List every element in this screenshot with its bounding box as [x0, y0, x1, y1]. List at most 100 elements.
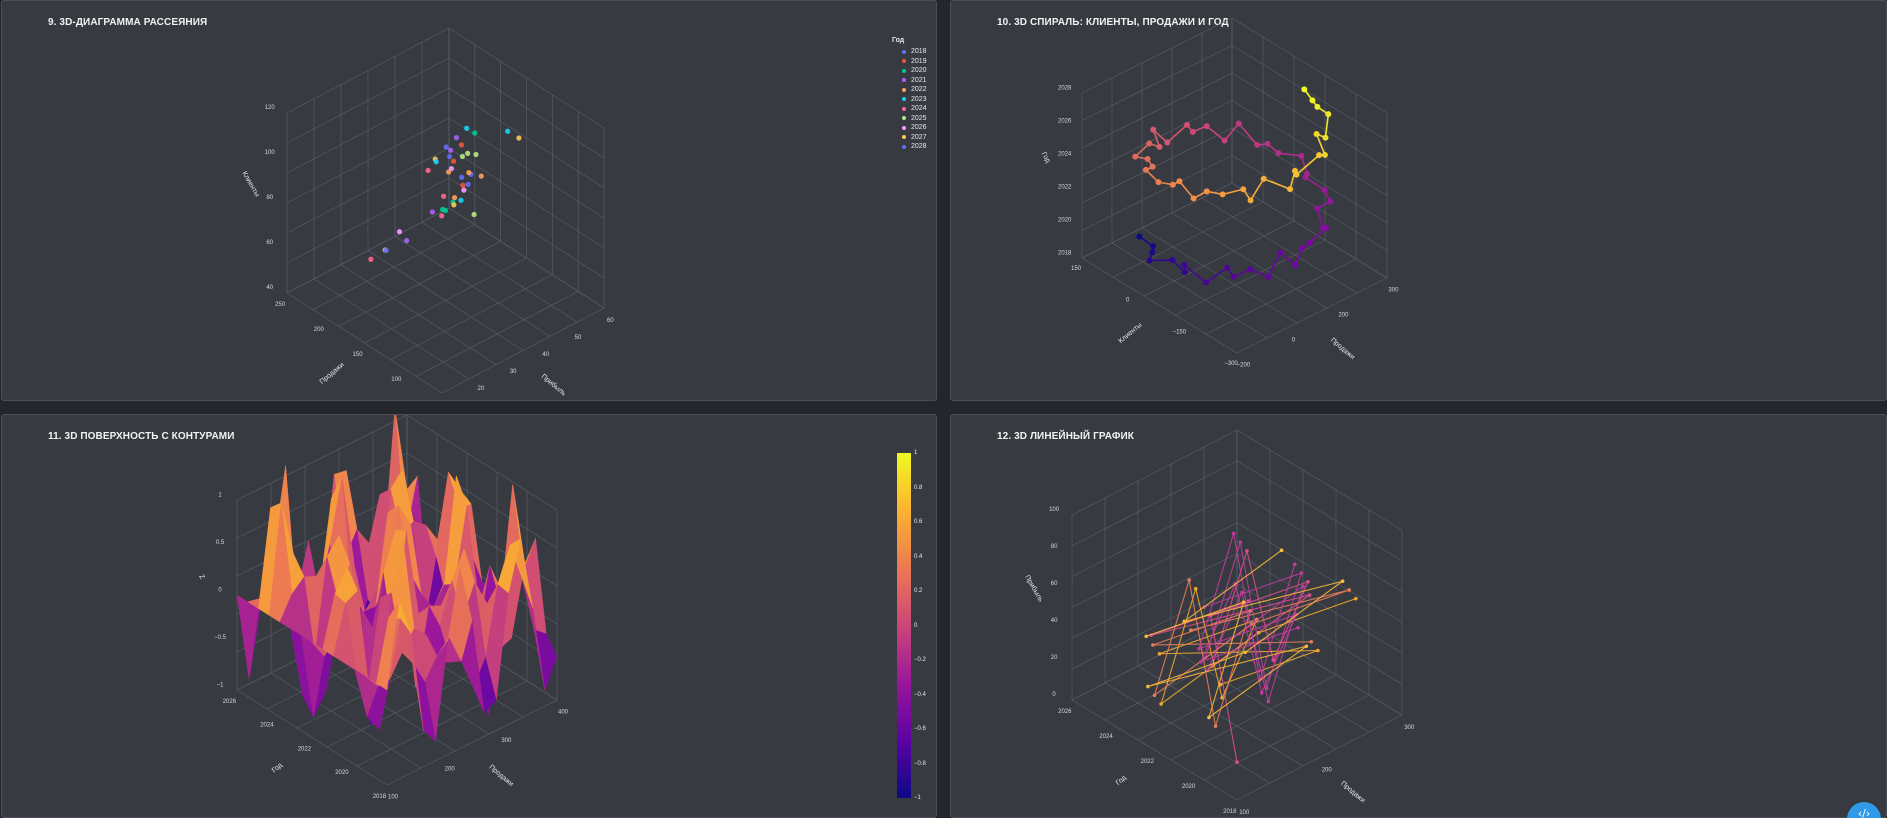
scatter-point — [433, 159, 439, 165]
z-axis-title: Z — [197, 574, 206, 582]
spiral-point — [1202, 279, 1209, 286]
scatter-point — [464, 125, 470, 131]
floor-gridline — [441, 307, 605, 394]
y-tick-label: 150 — [1071, 266, 1082, 272]
legend-item[interactable]: 2024 — [892, 104, 927, 114]
legend-item[interactable]: 2021 — [892, 76, 927, 86]
floor-gridline — [416, 291, 579, 377]
surface-facet — [376, 601, 400, 691]
wall-gridline — [286, 87, 450, 174]
y-tick-label: 2026 — [1058, 709, 1072, 715]
scatter-point — [396, 229, 403, 235]
legend-item[interactable]: 2018 — [892, 47, 927, 57]
spiral-point — [1176, 178, 1183, 185]
z-tick-label: 40 — [1051, 618, 1058, 624]
line-point — [1354, 596, 1358, 601]
legend-item[interactable]: 2023 — [892, 95, 927, 105]
scatter-point — [459, 174, 465, 180]
y-tick-label: 2022 — [298, 746, 312, 752]
z-tick-label: 100 — [265, 150, 276, 156]
panel-line-3d: 12. 3D ЛИНЕЙНЫЙ ГРАФИК 100 200 300 2018 2020… — [950, 414, 1887, 818]
scatter-point — [472, 130, 478, 136]
spiral-point — [1247, 266, 1254, 273]
line-3d-plot[interactable]: 100 200 300 2018 2020 2022 2024 2026 0 20 40 60 80 10… — [951, 415, 1886, 817]
scatter-point — [447, 147, 454, 153]
legend-item[interactable]: 2026 — [892, 123, 927, 133]
y-tick-label: 250 — [275, 302, 286, 308]
spiral-3d-plot[interactable]: −200 0 200 300 −300 −150 0 150 2018 2020 2022 2024 2… — [951, 1, 1886, 400]
floor-gridline — [386, 699, 558, 786]
colorbar-tick-label: 0.2 — [914, 588, 923, 594]
legend-item[interactable]: 2028 — [892, 142, 927, 152]
legend-item[interactable]: 2019 — [892, 57, 927, 67]
legend-item[interactable]: 2022 — [892, 85, 927, 95]
wall-gridline — [448, 87, 605, 189]
floor-gridline — [1170, 648, 1337, 750]
wall-gridline — [406, 452, 558, 549]
line-point — [1299, 571, 1304, 575]
colorbar-tick-label: 0.8 — [914, 484, 923, 491]
floor-gridline — [1171, 212, 1328, 309]
floor-gridline — [1071, 699, 1238, 801]
spiral-point — [1235, 120, 1242, 127]
floor-gridline — [312, 224, 475, 310]
spiral-point — [1224, 264, 1231, 271]
code-toggle-icon[interactable]: ‹/› — [1847, 802, 1881, 818]
z-tick-label: 2022 — [1058, 184, 1072, 190]
line-point — [1220, 696, 1224, 700]
scatter-point — [461, 187, 467, 193]
spiral-point — [1260, 175, 1267, 182]
line-point — [1306, 579, 1310, 584]
spiral-segment — [1249, 268, 1269, 278]
legend-marker — [902, 78, 906, 83]
scatter-3d-plot[interactable]: 10203040506050100150200250406080100120Пр… — [2, 1, 936, 400]
spiral-point — [1277, 249, 1284, 256]
y-axis-title: Год — [1115, 774, 1128, 787]
line-point — [1309, 639, 1314, 644]
x-tick-label: 200 — [1322, 768, 1333, 774]
x-axis-title: Продажи — [488, 764, 515, 788]
legend-item[interactable]: 2025 — [892, 114, 927, 124]
spiral-point — [1169, 257, 1176, 264]
z-axis-title: Клиенты — [240, 170, 260, 198]
spiral-segment — [1222, 188, 1244, 196]
floor-gridline — [364, 257, 527, 344]
spiral-segment — [1316, 208, 1324, 228]
colorbar-tick-label: 1 — [914, 450, 918, 456]
wall-gridline — [1071, 429, 1238, 516]
legend-label: 2020 — [911, 67, 927, 75]
wall-gridline — [236, 452, 408, 539]
x-tick-label: 50 — [575, 335, 582, 341]
wall-gridline — [1231, 17, 1388, 114]
spiral-point — [1155, 179, 1162, 186]
spiral-point — [1314, 205, 1321, 212]
z-axis-title: Год — [1040, 151, 1052, 164]
scatter-point — [458, 197, 464, 203]
surface-3d-plot[interactable]: 100 200 300 400 2018 2020 2022 2024 2026 −1 −0.5 0 0… — [2, 415, 936, 817]
wall-gridline — [1231, 72, 1388, 169]
legend-item[interactable]: 2027 — [892, 133, 927, 143]
spiral-point — [1181, 261, 1188, 268]
wall-gridline — [1071, 522, 1238, 608]
legend-item[interactable]: 2020 — [892, 66, 927, 76]
legend-marker — [902, 125, 906, 130]
y-tick-label: 2024 — [260, 723, 274, 729]
panel-title: 10. 3D СПИРАЛЬ: КЛИЕНТЫ, ПРОДАЖИ И ГОД — [997, 17, 1229, 28]
z-tick-label: 2028 — [1058, 85, 1072, 91]
spiral-segment — [1134, 142, 1150, 158]
colorbar-tick-label: 0 — [914, 622, 918, 629]
line-point — [1307, 593, 1312, 597]
panel-title: 12. 3D ЛИНЕЙНЫЙ ГРАФИК — [997, 431, 1134, 442]
wall-gridline — [1236, 429, 1403, 531]
line-point — [1347, 588, 1351, 592]
scatter-point — [505, 128, 511, 134]
spiral-point — [1313, 131, 1320, 138]
wall-gridline — [286, 147, 450, 234]
scatter-point — [458, 142, 465, 148]
line-point — [1240, 590, 1244, 595]
scatter-point — [466, 170, 472, 176]
legend-title: Год — [892, 37, 905, 44]
legend-label: 2026 — [911, 124, 927, 132]
line-point — [1241, 600, 1246, 604]
legend-marker — [902, 49, 906, 54]
